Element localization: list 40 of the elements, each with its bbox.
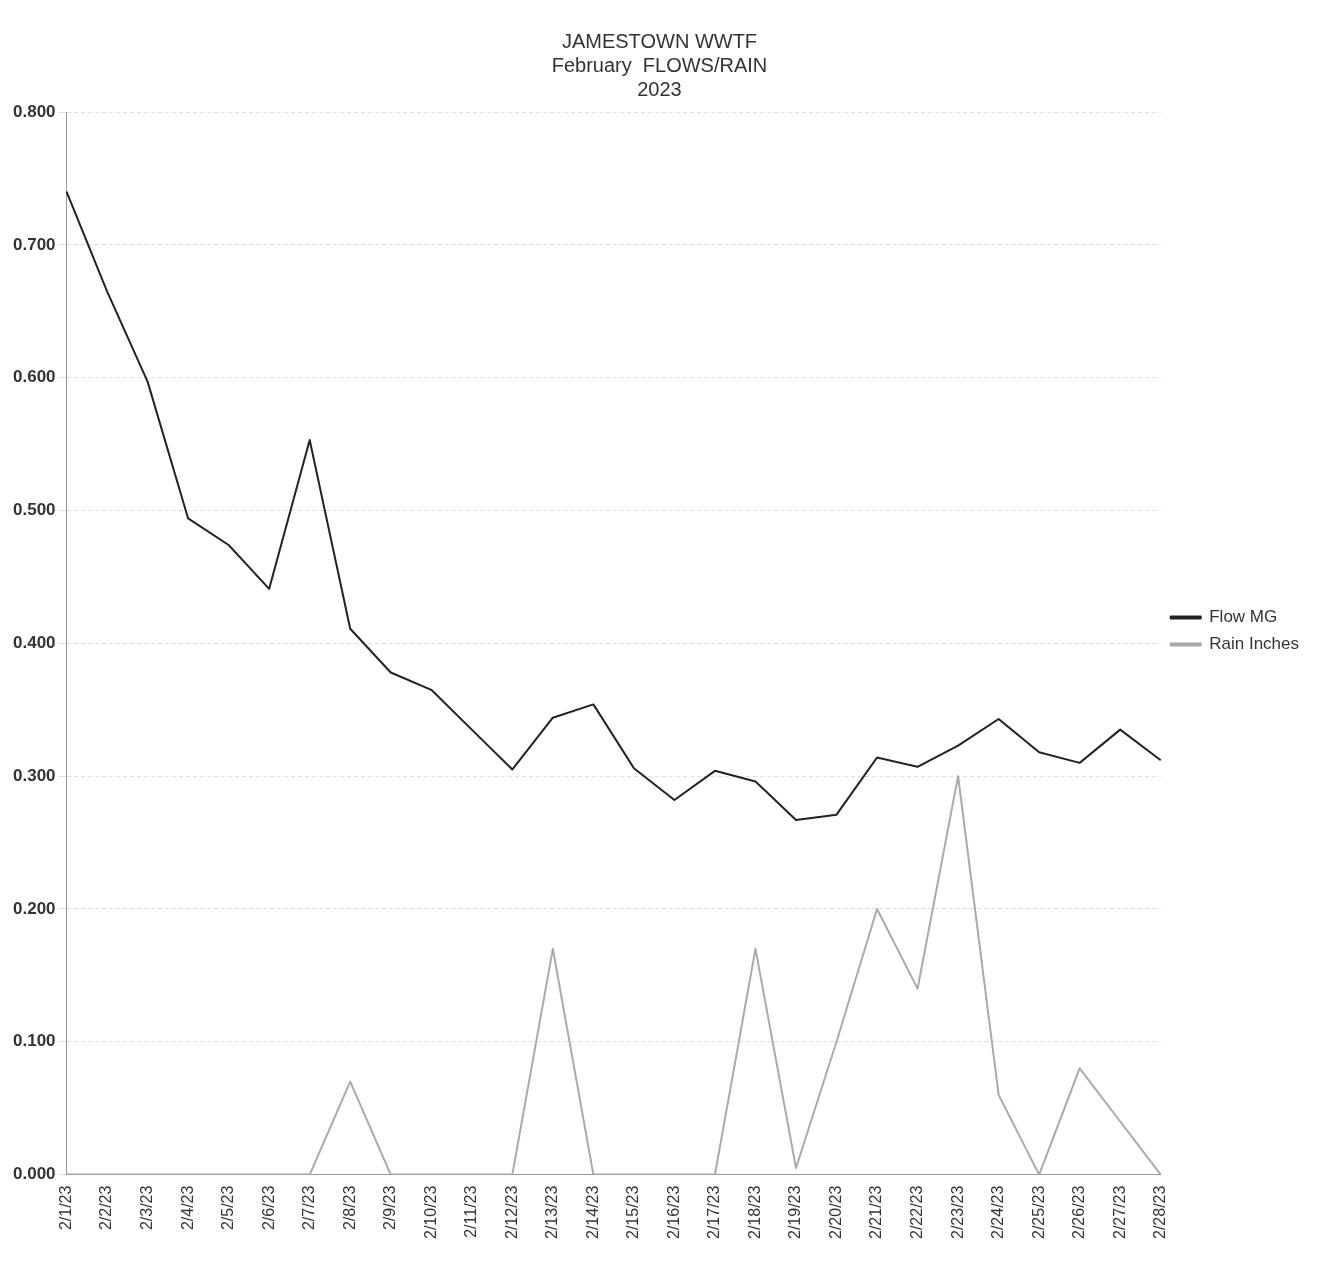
x-tick-label: 2/5/23: [219, 1185, 237, 1231]
chart-title: JAMESTOWN WWTF February FLOWS/RAIN 2023: [551, 29, 768, 100]
y-tick-label: 0.100: [12, 1031, 56, 1051]
x-tick-label: 2/14/23: [583, 1185, 601, 1240]
x-tick-label: 2/9/23: [381, 1185, 399, 1231]
x-tick-label: 2/16/23: [664, 1185, 682, 1240]
y-tick-label: 0.200: [12, 898, 56, 918]
y-tick-label: 0.000: [12, 1164, 56, 1184]
x-tick-label: 2/13/23: [543, 1185, 561, 1240]
x-tick-label: 2/22/23: [907, 1185, 925, 1240]
x-tick-label: 2/10/23: [421, 1185, 439, 1240]
x-tick-label: 2/23/23: [948, 1185, 966, 1240]
x-tick-label: 2/8/23: [340, 1185, 358, 1231]
x-tick-label: 2/26/23: [1070, 1185, 1088, 1240]
x-tick-label: 2/11/23: [462, 1185, 480, 1238]
x-tick-label: 2/28/23: [1151, 1185, 1169, 1240]
legend-label: Rain Inches: [1209, 634, 1300, 654]
x-tick-label: 2/6/23: [259, 1185, 277, 1231]
x-tick-label: 2/15/23: [624, 1185, 642, 1240]
x-tick-label: 2/3/23: [138, 1185, 155, 1231]
x-tick-label: 2/17/23: [705, 1185, 723, 1240]
x-tick-label: 2/24/23: [989, 1185, 1007, 1240]
x-tick-label: 2/19/23: [786, 1185, 804, 1240]
y-tick-label: 0.400: [12, 633, 56, 652]
y-tick-label: 0.500: [12, 500, 56, 520]
x-tick-label: 2/18/23: [745, 1185, 763, 1240]
y-tick-label: 0.700: [12, 234, 56, 254]
y-tick-label: 0.600: [12, 367, 56, 387]
x-tick-label: 2/12/23: [502, 1185, 520, 1240]
y-tick-label: 0.800: [12, 101, 56, 121]
x-tick-label: 2/1/23: [56, 1185, 74, 1231]
x-tick-label: 2/20/23: [826, 1185, 844, 1240]
legend-label: Flow MG: [1209, 607, 1278, 627]
x-tick-label: 2/21/23: [867, 1185, 885, 1240]
x-tick-label: 2/27/23: [1110, 1185, 1128, 1240]
x-tick-label: 2/4/23: [178, 1185, 196, 1231]
x-tick-label: 2/25/23: [1029, 1185, 1047, 1240]
x-tick-label: 2/2/23: [97, 1185, 115, 1231]
x-tick-label: 2/7/23: [300, 1185, 318, 1231]
y-tick-label: 0.300: [12, 765, 56, 785]
